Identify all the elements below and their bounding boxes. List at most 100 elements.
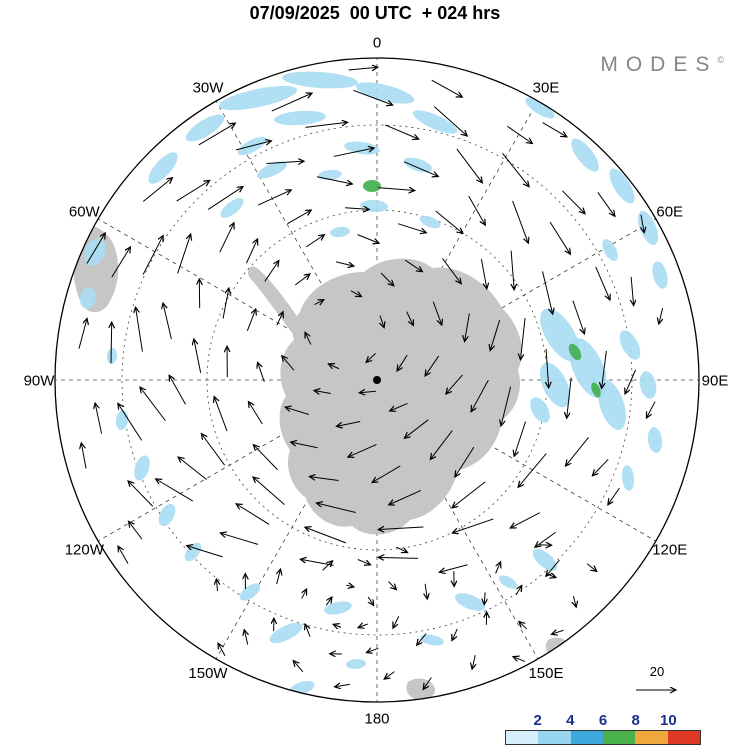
- wind-arrow: [220, 533, 259, 545]
- shading-patch: [598, 379, 626, 431]
- wind-arrow: [129, 521, 143, 540]
- wind-arrow: [358, 624, 368, 628]
- shading-patch: [218, 85, 298, 111]
- shading-patch: [269, 622, 303, 644]
- wind-arrow: [549, 221, 570, 254]
- wind-arrow: [219, 223, 234, 253]
- wind-arrow: [277, 569, 281, 585]
- wind-arrow: [573, 595, 576, 607]
- wind-arrow: [176, 181, 210, 202]
- wind-arrow: [434, 106, 467, 136]
- reference-vector-label: 20: [650, 664, 664, 679]
- wind-arrow: [271, 93, 312, 112]
- wind-arrow: [336, 261, 354, 266]
- wind-arrow: [246, 309, 255, 332]
- modes-logo-text: MODES: [600, 53, 718, 76]
- wind-arrow: [305, 624, 310, 637]
- wind-arrow: [201, 434, 226, 466]
- shading-patch: [609, 168, 635, 204]
- wind-arrow: [484, 592, 485, 604]
- wind-arrow: [452, 481, 486, 508]
- shading-patch: [330, 226, 350, 238]
- wind-arrow: [345, 585, 354, 587]
- wind-arrow: [156, 479, 194, 502]
- colorbar-tick-label: 10: [659, 712, 677, 729]
- colorbar-segment: [667, 731, 700, 744]
- colorbar-segment: [635, 731, 668, 744]
- wind-arrow: [432, 301, 442, 325]
- longitude-label: 120W: [65, 541, 105, 558]
- wind-arrow: [545, 574, 556, 578]
- wind-arrow: [425, 355, 440, 376]
- shading-patch: [637, 211, 659, 245]
- wind-arrow: [294, 274, 310, 286]
- land-shape: [279, 258, 522, 535]
- wind-arrow: [222, 288, 229, 319]
- wind-arrow: [118, 546, 129, 564]
- longitude-label: 60E: [656, 203, 683, 220]
- wind-arrow: [452, 518, 494, 533]
- wind-arrow: [566, 436, 589, 466]
- wind-arrow: [595, 266, 610, 300]
- wind-arrow: [423, 677, 432, 690]
- wind-arrow: [567, 377, 572, 418]
- wind-arrow: [357, 234, 379, 244]
- wind-arrow: [194, 339, 202, 373]
- colorbar-tick-label: 6: [598, 712, 608, 729]
- colorbar-segment: [538, 731, 571, 744]
- wind-arrow: [439, 564, 468, 572]
- wind-arrow: [397, 223, 426, 233]
- shading-patch: [639, 371, 657, 399]
- wind-arrow: [291, 442, 318, 449]
- wind-arrow: [333, 148, 374, 157]
- wind-arrow: [538, 545, 551, 546]
- wind-arrow: [136, 307, 143, 352]
- meridian-line: [376, 100, 539, 381]
- shading-patch: [324, 601, 352, 615]
- wind-arrow: [388, 581, 397, 590]
- wind-arrow: [276, 312, 283, 326]
- wind-arrow: [389, 489, 422, 504]
- shading-patch: [115, 410, 129, 430]
- colorbar-segment: [570, 731, 603, 744]
- wind-arrow: [542, 271, 553, 314]
- wind-arrow: [293, 661, 304, 673]
- wind-arrow: [163, 303, 172, 340]
- wind-arrow: [302, 589, 307, 599]
- wind-arrow: [515, 585, 522, 596]
- longitude-label: 150W: [188, 665, 228, 682]
- wind-arrow: [468, 195, 486, 225]
- shading-patch: [571, 138, 599, 172]
- wind-arrow: [625, 369, 637, 394]
- shading-patch: [532, 548, 558, 572]
- map-boundary: [54, 57, 700, 703]
- wind-arrow: [305, 332, 312, 345]
- wind-arrow: [314, 300, 324, 305]
- wind-arrow: [546, 348, 549, 388]
- shading-patch: [525, 97, 555, 119]
- south-pole-dot: [373, 376, 381, 384]
- colorbar: 2 4 6 8 10: [505, 712, 701, 745]
- wind-arrow: [368, 596, 373, 606]
- reference-vector: 20: [636, 664, 676, 690]
- shading-patch: [134, 455, 150, 481]
- meridian-line: [215, 100, 378, 381]
- shading-patch: [184, 542, 202, 562]
- wind-arrow: [518, 453, 547, 488]
- shading-patch: [344, 141, 380, 155]
- wind-arrow: [78, 318, 87, 349]
- meridian-line: [97, 218, 378, 381]
- wind-arrow: [246, 239, 257, 264]
- modes-logo: MODES©: [600, 53, 724, 77]
- shading-patch: [530, 397, 550, 423]
- longitude-label: 120E: [652, 541, 687, 558]
- colorbar-tick-label: 2: [533, 712, 542, 729]
- longitude-label: 30W: [193, 80, 225, 97]
- wind-arrow: [95, 403, 103, 434]
- wind-arrow: [602, 350, 607, 388]
- longitude-label: 0: [373, 34, 381, 51]
- wind-arrow: [586, 563, 597, 572]
- wind-arrow: [562, 190, 585, 214]
- wind-arrow: [86, 233, 105, 264]
